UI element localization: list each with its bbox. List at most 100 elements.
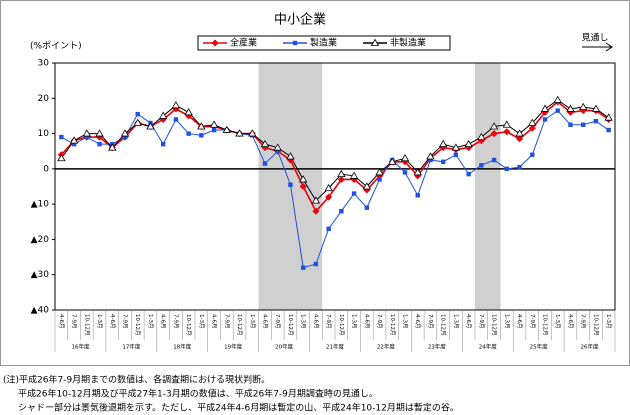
x-tick-label: 4-6月 <box>567 314 574 328</box>
marker <box>516 135 524 143</box>
marker <box>606 127 611 133</box>
marker <box>464 139 473 148</box>
x-tick-label: 4-6月 <box>211 314 218 328</box>
year-label: 22年度 <box>377 343 395 351</box>
marker <box>491 157 497 163</box>
marker <box>364 205 370 210</box>
x-tick-label: 7-9月 <box>122 314 129 328</box>
marker <box>84 134 90 140</box>
marker <box>503 128 511 136</box>
marker <box>477 132 486 140</box>
year-label: 19年度 <box>224 343 242 351</box>
marker <box>158 111 168 119</box>
marker <box>300 265 306 270</box>
marker <box>426 152 435 160</box>
legend-label: 全産業 <box>230 37 257 49</box>
x-tick-label: 4-6月 <box>262 314 269 328</box>
marker <box>593 119 599 124</box>
marker <box>489 122 499 130</box>
x-tick-label: 10-12月 <box>185 314 192 335</box>
chart-title: 中小企業 <box>274 12 326 28</box>
marker <box>504 166 510 172</box>
marker <box>540 104 550 112</box>
marker <box>604 113 613 121</box>
x-tick-label: 7-9月 <box>172 314 179 328</box>
legend-box <box>197 35 451 51</box>
marker <box>490 130 498 138</box>
marker <box>440 159 446 164</box>
marker <box>69 136 79 144</box>
marker <box>82 129 92 137</box>
year-label: 20年度 <box>275 343 293 351</box>
x-tick-label: 10-12月 <box>592 314 599 335</box>
year-label: 26年度 <box>581 343 599 351</box>
x-tick-label: 4-6月 <box>109 314 116 328</box>
marker <box>209 120 219 128</box>
marker <box>292 40 298 46</box>
marker <box>555 108 560 113</box>
year-label: 17年度 <box>122 343 140 351</box>
marker <box>199 133 204 138</box>
marker <box>339 209 344 214</box>
marker <box>553 95 562 103</box>
x-tick-label: 4-6月 <box>363 314 370 328</box>
y-tick-label: 20 <box>38 94 50 104</box>
x-tick-label: 7-9月 <box>325 314 332 328</box>
x-tick-label: 1-3月 <box>198 314 205 328</box>
marker <box>122 134 128 140</box>
marker <box>591 104 601 112</box>
marker <box>402 170 408 175</box>
x-tick-label: 10-12月 <box>542 314 549 335</box>
marker <box>273 143 282 151</box>
marker <box>97 141 102 147</box>
x-tick-label: 7-9月 <box>71 314 78 328</box>
marker <box>438 139 448 148</box>
marker <box>222 125 232 133</box>
marker <box>415 193 420 198</box>
x-tick-label: 1-3月 <box>96 314 103 328</box>
x-tick-label: 4-6月 <box>160 314 167 328</box>
marker <box>388 157 397 165</box>
marker <box>313 261 319 267</box>
marker <box>235 129 244 137</box>
x-tick-label: 7-9月 <box>223 314 230 328</box>
marker <box>400 153 410 162</box>
marker <box>453 152 459 157</box>
legend-label: 非製造業 <box>390 37 426 49</box>
marker <box>211 39 219 47</box>
marker <box>324 183 333 192</box>
marker <box>326 226 331 232</box>
marker <box>135 111 140 117</box>
marker <box>515 129 524 137</box>
marker <box>71 141 77 147</box>
marker <box>479 163 484 168</box>
y-tick-label: ▲20 <box>31 235 50 245</box>
x-tick-label: 7-9月 <box>478 314 485 328</box>
y-tick-label: ▲30 <box>31 270 50 280</box>
x-tick-label: 7-9月 <box>580 314 587 328</box>
y-tick-label: ▲40 <box>31 306 50 316</box>
marker <box>349 171 359 179</box>
marker <box>120 129 130 137</box>
note: (注)平成26年7-9月期までの数値は、各調査期における現状判断。 <box>3 374 270 386</box>
marker <box>370 38 380 46</box>
legend-label: 製造業 <box>310 37 337 49</box>
x-tick-label: 1-3月 <box>402 314 409 328</box>
x-tick-label: 10-12月 <box>83 314 90 335</box>
x-tick-label: 1-3月 <box>351 314 358 328</box>
marker <box>311 196 321 204</box>
forecast-arrow <box>582 42 613 52</box>
x-tick-label: 1-3月 <box>300 314 307 328</box>
year-label: 21年度 <box>326 343 344 351</box>
forecast-label: 見通し <box>581 33 608 44</box>
year-label: 24年度 <box>479 343 497 351</box>
marker <box>173 117 179 122</box>
x-tick-label: 7-9月 <box>529 314 536 328</box>
x-tick-label: 4-6月 <box>414 314 421 328</box>
y-tick-label: 10 <box>38 129 50 139</box>
marker <box>337 175 345 183</box>
marker <box>262 161 268 166</box>
y-axis-label: (%ポイント) <box>30 41 82 52</box>
year-label: 25年度 <box>530 343 548 351</box>
